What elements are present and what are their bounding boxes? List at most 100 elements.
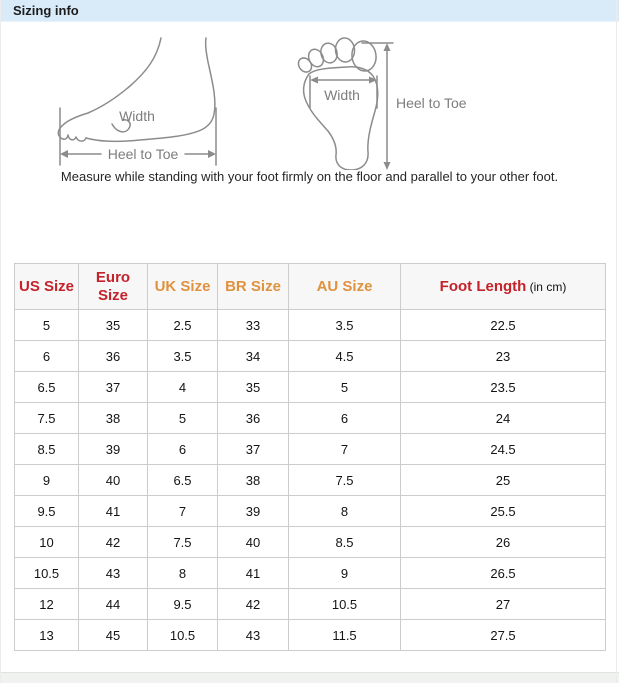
side-foot-toes: [59, 134, 87, 142]
table-cell: 9: [288, 557, 401, 589]
table-cell: 41: [78, 495, 148, 527]
table-cell: 43: [217, 619, 289, 651]
table-cell: 9.5: [147, 588, 218, 620]
column-header: AU Size: [288, 263, 401, 310]
table-row: 9 40 6.5 38 7.5 25: [14, 464, 606, 496]
table-header-row: US Size Euro Size UK Size BR Size AU Size Foo…: [14, 263, 606, 310]
unit-suffix: (in cm): [526, 279, 567, 294]
table-row: 12 44 9.5 42 10.5 27: [14, 588, 606, 620]
table-cell: 23.5: [400, 371, 606, 403]
table-row: 9.5 41 7 39 8 25.5: [14, 495, 606, 527]
table-cell: 4: [147, 371, 218, 403]
column-header: US Size: [14, 263, 79, 310]
table-cell: 7: [147, 495, 218, 527]
table-cell: 5: [147, 402, 218, 434]
table-cell: 13: [14, 619, 79, 651]
print-width-arrowhead-left: [310, 76, 318, 84]
table-cell: 10.5: [288, 588, 401, 620]
table-cell: 35: [217, 371, 289, 403]
table-cell: 39: [78, 433, 148, 465]
table-cell: 40: [217, 526, 289, 558]
table-cell: 45: [78, 619, 148, 651]
table-cell: 6: [288, 402, 401, 434]
table-cell: 41: [217, 557, 289, 589]
table-cell: 6: [147, 433, 218, 465]
table-cell: 12: [14, 588, 79, 620]
table-cell: 8.5: [14, 433, 79, 465]
table-cell: 9.5: [14, 495, 79, 527]
table-cell: 37: [78, 371, 148, 403]
print-width-arrowhead-right: [369, 76, 377, 84]
table-cell: 22.5: [400, 309, 606, 341]
table-cell: 40: [78, 464, 148, 496]
table-cell: 42: [78, 526, 148, 558]
print-width-label: Width: [324, 87, 360, 103]
foot-measurement-diagrams: Width Heel to Toe Width Heel to Toe: [57, 37, 467, 170]
table-row: 6.5 37 4 35 5 23.5: [14, 371, 606, 403]
table-cell: 27: [400, 588, 606, 620]
footprint-toe-4: [307, 48, 325, 68]
table-cell: 10.5: [147, 619, 218, 651]
table-cell: 24.5: [400, 433, 606, 465]
column-header: Foot Length (in cm): [400, 263, 606, 310]
table-cell: 44: [78, 588, 148, 620]
table-cell: 26: [400, 526, 606, 558]
table-cell: 7.5: [147, 526, 218, 558]
table-cell: 36: [78, 340, 148, 372]
table-cell: 39: [217, 495, 289, 527]
table-cell: 10.5: [14, 557, 79, 589]
side-view-foot-diagram: Width Heel to Toe: [57, 37, 217, 166]
table-cell: 24: [400, 402, 606, 434]
table-cell: 34: [217, 340, 289, 372]
table-cell: 5: [288, 371, 401, 403]
table-cell: 7.5: [288, 464, 401, 496]
table-cell: 25.5: [400, 495, 606, 527]
table-cell: 6.5: [147, 464, 218, 496]
table-cell: 37: [217, 433, 289, 465]
measurement-instructions: Measure while standing with your foot fi…: [60, 169, 559, 184]
side-width-label: Width: [119, 108, 155, 124]
footprint-sole-outline: [302, 66, 379, 170]
side-length-label: Heel to Toe: [108, 146, 179, 162]
table-cell: 25: [400, 464, 606, 496]
table-cell: 8: [147, 557, 218, 589]
section-header-bar: Sizing info: [0, 0, 619, 22]
side-arrowhead-left: [60, 150, 68, 158]
table-row: 10.5 43 8 41 9 26.5: [14, 557, 606, 589]
column-header: BR Size: [217, 263, 289, 310]
footprint-toe-5: [297, 57, 313, 73]
print-length-label: Heel to Toe: [396, 95, 467, 111]
table-row: 10 42 7.5 40 8.5 26: [14, 526, 606, 558]
table-row: 5 35 2.5 33 3.5 22.5: [14, 309, 606, 341]
footprint-toe-2: [334, 37, 356, 63]
table-cell: 38: [78, 402, 148, 434]
size-conversion-table: US Size Euro Size UK Size BR Size AU Size Foo…: [14, 263, 606, 651]
table-cell: 11.5: [288, 619, 401, 651]
print-length-arrowhead-top: [383, 43, 391, 51]
table-cell: 8.5: [288, 526, 401, 558]
table-cell: 6.5: [14, 371, 79, 403]
table-row: 6 36 3.5 34 4.5 23: [14, 340, 606, 372]
table-cell: 3.5: [288, 309, 401, 341]
table-cell: 23: [400, 340, 606, 372]
table-cell: 42: [217, 588, 289, 620]
table-row: 13 45 10.5 43 11.5 27.5: [14, 619, 606, 651]
table-cell: 8: [288, 495, 401, 527]
column-header: UK Size: [147, 263, 218, 310]
page-bottom-edge: [0, 672, 619, 683]
footprint-toe-3: [320, 42, 338, 64]
table-cell: 7: [288, 433, 401, 465]
table-cell: 4.5: [288, 340, 401, 372]
side-arrowhead-right: [208, 150, 216, 158]
table-cell: 36: [217, 402, 289, 434]
table-cell: 9: [14, 464, 79, 496]
bottom-view-foot-diagram: Width Heel to Toe: [297, 37, 467, 170]
table-cell: 27.5: [400, 619, 606, 651]
column-header: Euro Size: [78, 263, 148, 310]
table-cell: 26.5: [400, 557, 606, 589]
table-cell: 35: [78, 309, 148, 341]
side-foot-sole: [85, 37, 216, 143]
print-length-arrowhead-bottom: [383, 162, 391, 170]
table-cell: 3.5: [147, 340, 218, 372]
table-row: 7.5 38 5 36 6 24: [14, 402, 606, 434]
